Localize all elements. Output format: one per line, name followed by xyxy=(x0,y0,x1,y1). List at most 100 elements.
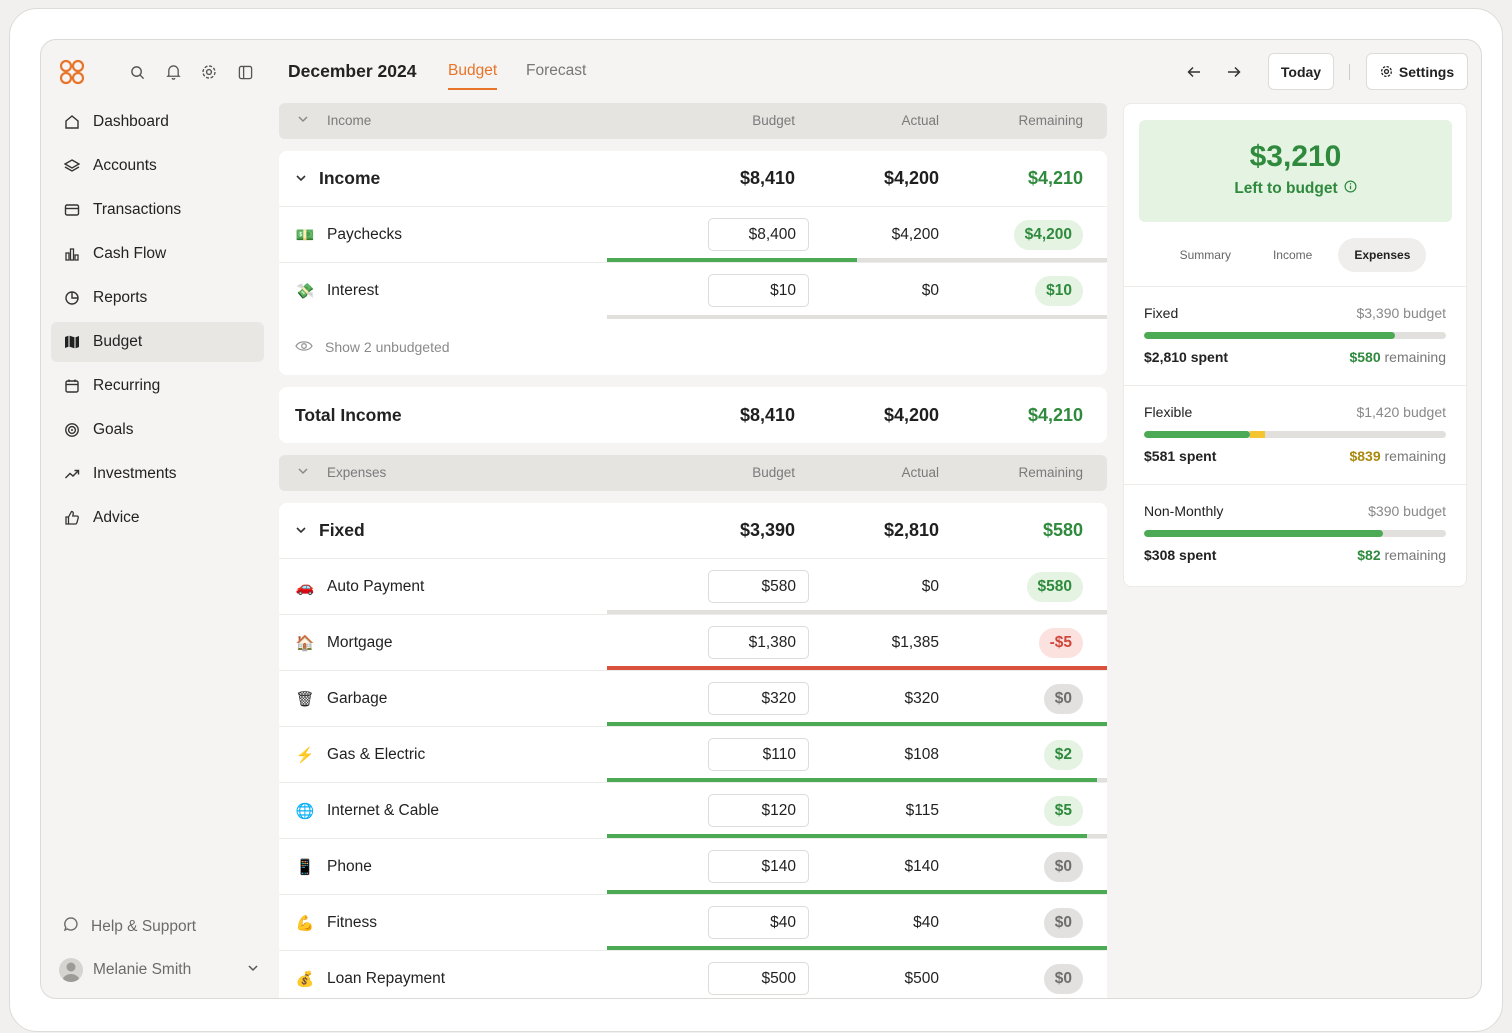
progress-fill xyxy=(607,778,1097,782)
budget-group-flexible[interactable]: Flexible $1,420 budget $581 spent $839 rema… xyxy=(1124,385,1466,484)
search-icon[interactable] xyxy=(127,60,147,84)
sidebar-nav: Dashboard Accounts Transactions Cash Flo… xyxy=(51,102,264,542)
settings-button[interactable]: Settings xyxy=(1366,53,1468,90)
budget-group-non-monthly[interactable]: Non-Monthly $390 budget $308 spent $82 rema… xyxy=(1124,484,1466,583)
gear-icon[interactable] xyxy=(199,60,219,84)
table-row[interactable]: 💸 Interest $10 $0 $10 xyxy=(279,263,1107,319)
category-emoji-icon: 💸 xyxy=(295,283,315,300)
budget-amount-input[interactable]: $120 xyxy=(708,794,809,827)
bell-icon[interactable] xyxy=(163,60,183,84)
fixed-expenses-card: Fixed $3,390 $2,810 $580 🚗 Auto Payment $5… xyxy=(279,503,1107,998)
group-remaining: $4,210 xyxy=(1027,168,1083,188)
remaining-badge[interactable]: $10 xyxy=(1035,276,1083,306)
group-remaining-amount: $839 xyxy=(1349,448,1381,464)
category-name: Paychecks xyxy=(327,225,402,243)
user-menu[interactable]: Melanie Smith xyxy=(59,958,259,982)
actual-amount: $1,385 xyxy=(891,633,939,651)
remaining-cell: $0 xyxy=(1043,895,1083,950)
table-row[interactable]: 📱 Phone $140 $140 $0 xyxy=(279,839,1107,895)
sidebar-item-transactions[interactable]: Transactions xyxy=(51,190,264,230)
income-card: Income $8,410 $4,200 $4,210 💵 Paychecks $8… xyxy=(279,151,1107,375)
table-row[interactable]: 💪 Fitness $40 $40 $0 xyxy=(279,895,1107,951)
table-row[interactable]: 🗑 Garbage $320 $320 $0 xyxy=(279,671,1107,727)
table-row[interactable]: 🏠 Mortgage $1,380 $1,385 -$5 xyxy=(279,615,1107,671)
sidebar-item-goals[interactable]: Goals xyxy=(51,410,264,450)
table-row[interactable]: 💰 Loan Repayment $500 $500 $0 xyxy=(279,951,1107,998)
avatar xyxy=(59,958,83,982)
remaining-badge[interactable]: $5 xyxy=(1043,795,1083,826)
row-category: 🚗 Auto Payment xyxy=(295,559,425,614)
tab-expenses[interactable]: Expenses xyxy=(1338,238,1427,272)
sidebar-item-reports[interactable]: Reports xyxy=(51,278,264,318)
column-header-budget: Budget xyxy=(752,113,795,128)
row-category: ⚡ Gas & Electric xyxy=(295,727,426,782)
tab-summary[interactable]: Summary xyxy=(1179,248,1231,262)
tab-forecast[interactable]: Forecast xyxy=(526,62,587,79)
sidebar-toggle-icon[interactable] xyxy=(235,60,255,84)
budget-amount-input[interactable]: $10 xyxy=(708,274,809,307)
remaining-badge[interactable]: $0 xyxy=(1043,964,1083,994)
sidebar: Dashboard Accounts Transactions Cash Flo… xyxy=(41,40,277,998)
fixed-group-row[interactable]: Fixed $3,390 $2,810 $580 xyxy=(279,503,1107,559)
show-unbudgeted-row[interactable]: Show 2 unbudgeted xyxy=(279,319,1107,375)
sidebar-item-recurring[interactable]: Recurring xyxy=(51,366,264,406)
tab-income[interactable]: Income xyxy=(1272,248,1313,262)
remaining-badge[interactable]: $0 xyxy=(1043,851,1083,882)
sidebar-item-cash-flow[interactable]: Cash Flow xyxy=(51,234,264,274)
progress-fill xyxy=(1144,530,1383,537)
sidebar-item-advice[interactable]: Advice xyxy=(51,498,264,538)
budget-amount-input[interactable]: $1,380 xyxy=(708,626,809,659)
sidebar-item-label: Reports xyxy=(93,289,148,306)
chevron-down-icon[interactable] xyxy=(297,113,309,128)
info-icon[interactable] xyxy=(1344,180,1357,198)
next-month-button[interactable] xyxy=(1222,60,1246,84)
sidebar-item-accounts[interactable]: Accounts xyxy=(51,146,264,186)
remaining-badge[interactable]: $4,200 xyxy=(1013,219,1083,250)
actual-amount: $40 xyxy=(913,913,939,931)
budget-amount-input[interactable]: $580 xyxy=(708,570,809,603)
category-name: Auto Payment xyxy=(327,577,425,595)
remaining-badge[interactable]: $0 xyxy=(1043,907,1083,938)
remaining-badge[interactable]: -$5 xyxy=(1038,627,1083,658)
budget-amount-input[interactable]: $140 xyxy=(708,850,809,883)
category-name: Mortgage xyxy=(327,633,393,651)
budget-amount-input[interactable]: $500 xyxy=(708,962,809,995)
progress-fill xyxy=(607,258,857,262)
chevron-down-icon[interactable] xyxy=(297,465,309,480)
expenses-section-header[interactable]: Expenses Budget Actual Remaining xyxy=(279,455,1107,491)
today-button[interactable]: Today xyxy=(1268,53,1334,90)
budget-table: Income Budget Actual Remaining Income $8… xyxy=(279,103,1107,998)
budget-amount-input[interactable]: $110 xyxy=(708,738,809,771)
actual-cell: $140 xyxy=(905,839,939,894)
table-row[interactable]: ⚡ Gas & Electric $110 $108 $2 xyxy=(279,727,1107,783)
group-budget: $8,410 xyxy=(739,168,795,188)
sidebar-item-budget[interactable]: Budget xyxy=(51,322,264,362)
logo-icon[interactable] xyxy=(58,58,86,86)
table-row[interactable]: 🌐 Internet & Cable $120 $115 $5 xyxy=(279,783,1107,839)
group-remaining: $580 remaining xyxy=(1349,349,1446,365)
chevron-down-icon[interactable] xyxy=(295,168,307,189)
table-row[interactable]: 🚗 Auto Payment $580 $0 $580 xyxy=(279,559,1107,615)
sidebar-item-investments[interactable]: Investments xyxy=(51,454,264,494)
budget-amount-input[interactable]: $8,400 xyxy=(708,218,809,251)
sidebar-item-dashboard[interactable]: Dashboard xyxy=(51,102,264,142)
chevron-down-icon[interactable] xyxy=(295,520,307,541)
progress-bar xyxy=(607,315,1107,319)
budget-amount-input[interactable]: $320 xyxy=(708,682,809,715)
budget-group-fixed[interactable]: Fixed $3,390 budget $2,810 spent $580 remai… xyxy=(1124,286,1466,385)
income-group-row[interactable]: Income $8,410 $4,200 $4,210 xyxy=(279,151,1107,207)
table-row[interactable]: 💵 Paychecks $8,400 $4,200 $4,200 xyxy=(279,207,1107,263)
remaining-badge[interactable]: $2 xyxy=(1043,739,1083,770)
thumbs-up-icon xyxy=(63,509,81,527)
previous-month-button[interactable] xyxy=(1182,60,1206,84)
income-section-header[interactable]: Income Budget Actual Remaining xyxy=(279,103,1107,139)
help-support-link[interactable]: Help & Support xyxy=(63,916,196,937)
sidebar-item-label: Budget xyxy=(93,333,143,350)
remaining-badge[interactable]: $0 xyxy=(1043,683,1083,714)
tab-budget[interactable]: Budget xyxy=(448,62,498,90)
trending-up-icon xyxy=(63,465,81,483)
group-label: Fixed xyxy=(319,520,365,540)
budget-amount-input[interactable]: $40 xyxy=(708,906,809,939)
remaining-badge[interactable]: $580 xyxy=(1026,571,1083,602)
group-name: Non-Monthly xyxy=(1144,503,1224,519)
